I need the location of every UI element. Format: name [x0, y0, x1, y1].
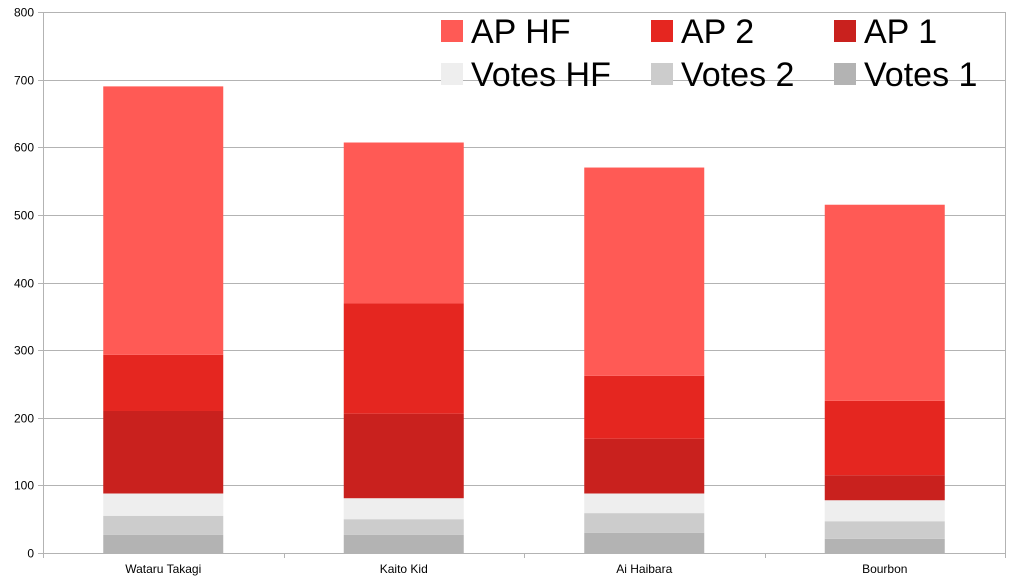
x-category-labels: Wataru Takagi Kaito Kid Ai Haibara Bourbon: [125, 562, 907, 576]
y-tick-label: 100: [14, 479, 34, 493]
bar-segment-ap-2: [343, 303, 464, 414]
bar-segment-votes-hf: [824, 500, 945, 522]
bar-segment-votes-hf: [584, 493, 705, 514]
legend-swatch-votes-hf: [441, 63, 463, 85]
y-tick-label: 600: [14, 141, 34, 155]
bar-segment-votes-2: [824, 521, 945, 539]
bars-group: [103, 86, 945, 553]
legend-label: AP 2: [681, 13, 754, 51]
legend-swatch-ap-hf: [441, 20, 463, 42]
bar-segment-ap-1: [343, 413, 464, 499]
bar-segment-votes-1: [824, 538, 945, 553]
bar-segment-votes-1: [103, 534, 224, 553]
legend-swatch-ap-1: [834, 20, 856, 42]
bar-segment-votes-hf: [103, 493, 224, 516]
bar-segment-ap-hf: [103, 86, 224, 355]
bar-segment-votes-2: [584, 513, 705, 533]
bar-segment-ap-1: [824, 475, 945, 501]
y-tick-label: 300: [14, 344, 34, 358]
axes: [38, 12, 1006, 558]
y-tick-labels: 0 100 200 300 400 500 600 700 800: [14, 6, 34, 561]
x-category-label: Wataru Takagi: [125, 562, 201, 576]
y-tick-label: 500: [14, 209, 34, 223]
x-category-label: Kaito Kid: [380, 562, 428, 576]
x-category-label: Ai Haibara: [616, 562, 672, 576]
legend-label: Votes HF: [471, 56, 611, 94]
bar-segment-ap-1: [584, 438, 705, 494]
bar-segment-ap-2: [824, 400, 945, 476]
bar-segment-ap-1: [103, 410, 224, 494]
bar-segment-ap-hf: [824, 204, 945, 401]
y-tick-label: 800: [14, 6, 34, 20]
legend-label: Votes 2: [681, 56, 794, 94]
bar-segment-votes-1: [343, 534, 464, 553]
bar-segment-ap-2: [103, 354, 224, 411]
legend: AP HF AP 2 AP 1 Votes HF Votes 2 Votes 1: [441, 13, 977, 94]
y-tick-label: 400: [14, 277, 34, 291]
legend-swatch-ap-2: [651, 20, 673, 42]
legend-label: Votes 1: [864, 56, 977, 94]
bar-segment-votes-2: [103, 515, 224, 535]
y-tick-label: 200: [14, 412, 34, 426]
bar-segment-ap-hf: [343, 142, 464, 304]
x-category-label: Bourbon: [862, 562, 907, 576]
bar-segment-votes-1: [584, 532, 705, 553]
y-tick-label: 0: [27, 547, 34, 561]
bar-segment-votes-hf: [343, 498, 464, 520]
y-tick-label: 700: [14, 74, 34, 88]
bar-segment-ap-2: [584, 375, 705, 439]
legend-swatch-votes-1: [834, 63, 856, 85]
bar-segment-votes-2: [343, 519, 464, 535]
bar-segment-ap-hf: [584, 167, 705, 376]
legend-swatch-votes-2: [651, 63, 673, 85]
legend-label: AP 1: [864, 13, 937, 51]
legend-label: AP HF: [471, 13, 571, 51]
